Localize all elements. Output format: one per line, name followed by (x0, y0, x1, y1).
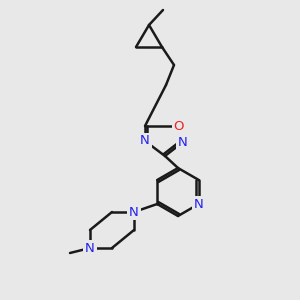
Text: O: O (174, 119, 184, 133)
Text: N: N (194, 197, 204, 211)
Text: N: N (85, 242, 95, 254)
Text: N: N (140, 134, 150, 148)
Text: N: N (178, 136, 188, 148)
Text: N: N (129, 206, 139, 218)
